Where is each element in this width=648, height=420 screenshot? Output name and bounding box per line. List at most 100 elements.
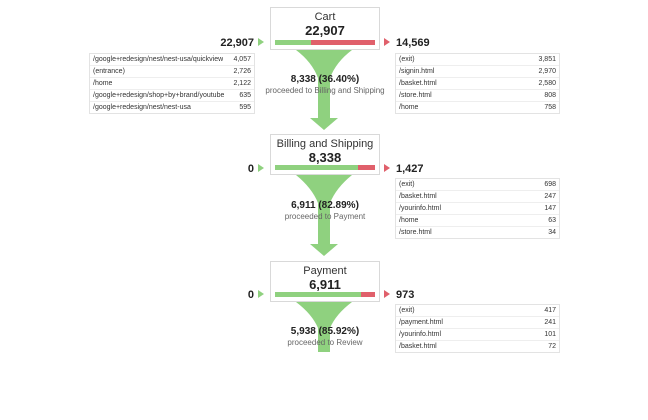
funnel-stage-billing-and-shipping[interactable]: Billing and Shipping 8,338 [270, 134, 380, 175]
entrance-count: 0 [247, 289, 254, 301]
funnel-shape [296, 175, 352, 256]
row-label: /google+redesign/nest/nest-usa [93, 104, 191, 111]
stage-bar [275, 292, 375, 297]
proceed-label: proceeded to Review [287, 338, 363, 347]
funnel-stage-payment[interactable]: Payment 6,911 [270, 261, 380, 302]
exit-arrow-icon [384, 164, 390, 172]
proceed-value: 5,938 (85.92%) [290, 326, 360, 337]
stage-count: 22,907 [305, 23, 345, 38]
row-value: 4,057 [233, 56, 251, 63]
exit-arrow-icon [384, 38, 390, 46]
row-label: /google+redesign/shop+by+brand/youtube [93, 92, 225, 99]
entrance-arrow-icon [258, 38, 264, 46]
proceed-value: 8,338 (36.40%) [290, 74, 360, 85]
row-value: 698 [544, 181, 556, 188]
row-label: /store.html [399, 92, 432, 99]
row-label: (exit) [399, 56, 415, 63]
proceed-summary: 6,911 (82.89%) proceeded to Payment [240, 200, 410, 221]
row-label: /basket.html [399, 343, 437, 350]
row-label: (exit) [399, 307, 415, 314]
entrance-count: 0 [247, 163, 254, 175]
row-label: /home [93, 80, 113, 87]
table-row[interactable]: (exit) 417 [396, 305, 559, 317]
table-row[interactable]: /home 2,122 [90, 78, 254, 90]
table-row[interactable]: /google+redesign/nest/nest-usa/quickview… [90, 54, 254, 66]
exit-bar [357, 165, 375, 170]
table-row[interactable]: /yourinfo.html 147 [396, 203, 559, 215]
funnel-stage-cart[interactable]: Cart 22,907 [270, 7, 380, 50]
table-row[interactable]: /basket.html 72 [396, 341, 559, 352]
row-label: /signin.html [399, 68, 435, 75]
table-row[interactable]: /payment.html 241 [396, 317, 559, 329]
entrance-count: 22,907 [220, 37, 254, 49]
exit-bar [311, 40, 375, 45]
funnel-shape [296, 302, 352, 352]
row-value: 2,726 [233, 68, 251, 75]
row-value: 63 [548, 217, 556, 224]
table-row[interactable]: /yourinfo.html 101 [396, 329, 559, 341]
stage-name: Cart [314, 11, 336, 23]
exit-table: (exit) 698 /basket.html 247 /yourinfo.html… [395, 178, 560, 239]
row-label: /payment.html [399, 319, 443, 326]
table-row[interactable]: (exit) 3,851 [396, 54, 559, 66]
row-value: 147 [544, 205, 556, 212]
table-row[interactable]: /signin.html 2,970 [396, 66, 559, 78]
exit-count: 973 [396, 289, 415, 301]
exit-table: (exit) 3,851 /signin.html 2,970 /basket.ht… [395, 53, 560, 114]
row-label: /basket.html [399, 193, 437, 200]
stage-count: 6,911 [309, 277, 341, 292]
table-row[interactable]: /basket.html 2,580 [396, 78, 559, 90]
row-value: 2,580 [538, 80, 556, 87]
stage-name: Payment [303, 265, 347, 277]
exit-count: 14,569 [396, 37, 430, 49]
entrance-arrow-icon [258, 164, 264, 172]
row-label: (entrance) [93, 68, 125, 75]
table-row[interactable]: (exit) 698 [396, 179, 559, 191]
table-row[interactable]: /store.html 808 [396, 90, 559, 102]
row-value: 808 [544, 92, 556, 99]
row-value: 2,122 [233, 80, 251, 87]
row-value: 2,970 [538, 68, 556, 75]
row-value: 417 [544, 307, 556, 314]
proceed-bar [275, 165, 358, 170]
exit-table: (exit) 417 /payment.html 241 /yourinfo.htm… [395, 304, 560, 353]
row-label: (exit) [399, 181, 415, 188]
table-row[interactable]: /store.html 34 [396, 227, 559, 238]
row-value: 247 [544, 193, 556, 200]
stage-bar [275, 40, 375, 45]
proceed-summary: 8,338 (36.40%) proceeded to Billing and … [240, 74, 410, 95]
row-label: /basket.html [399, 80, 437, 87]
row-label: /google+redesign/nest/nest-usa/quickview [93, 56, 224, 63]
table-row[interactable]: /google+redesign/shop+by+brand/youtube 63… [90, 90, 254, 102]
proceed-label: proceeded to Payment [284, 212, 366, 221]
row-value: 635 [239, 92, 251, 99]
stage-bar [275, 165, 375, 170]
stage-name: Billing and Shipping [276, 138, 374, 150]
table-row[interactable]: /home 758 [396, 102, 559, 113]
row-value: 34 [548, 229, 556, 236]
row-value: 72 [548, 343, 556, 350]
proceed-summary: 5,938 (85.92%) proceeded to Review [240, 326, 410, 347]
stage-count: 8,338 [308, 150, 342, 165]
proceed-bar [275, 292, 361, 297]
row-label: /home [399, 104, 419, 111]
row-label: /yourinfo.html [399, 205, 442, 212]
table-row[interactable]: /basket.html 247 [396, 191, 559, 203]
row-label: /home [399, 217, 419, 224]
row-value: 101 [544, 331, 556, 338]
entrance-table: /google+redesign/nest/nest-usa/quickview… [89, 53, 255, 114]
row-label: /store.html [399, 229, 432, 236]
entrance-arrow-icon [258, 290, 264, 298]
row-value: 595 [239, 104, 251, 111]
exit-arrow-icon [384, 290, 390, 298]
proceed-label: proceeded to Billing and Shipping [265, 86, 385, 95]
row-value: 3,851 [538, 56, 556, 63]
proceed-bar [275, 40, 312, 45]
proceed-value: 6,911 (82.89%) [291, 200, 359, 211]
table-row[interactable]: /google+redesign/nest/nest-usa 595 [90, 102, 254, 113]
table-row[interactable]: (entrance) 2,726 [90, 66, 254, 78]
table-row[interactable]: /home 63 [396, 215, 559, 227]
row-value: 758 [544, 104, 556, 111]
row-label: /yourinfo.html [399, 331, 442, 338]
